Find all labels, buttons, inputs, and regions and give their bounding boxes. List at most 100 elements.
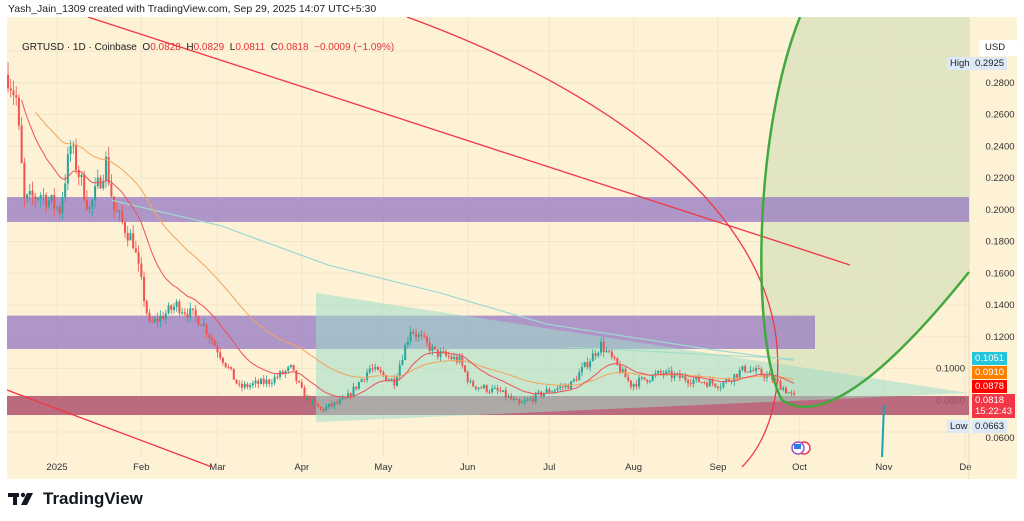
candle-body	[493, 387, 496, 389]
time-tick-label: 2025	[46, 462, 67, 473]
candle-body	[741, 366, 744, 371]
time-tick-label: Oct	[792, 462, 807, 473]
candle-body	[760, 368, 763, 375]
low-value: 0.0811	[235, 42, 266, 53]
candle-body	[110, 183, 113, 197]
change-value: −0.0009 (−1.09%)	[314, 42, 395, 53]
candle-body	[72, 145, 75, 147]
candle-body	[507, 396, 510, 398]
candle-body	[308, 396, 311, 405]
candle-body	[480, 387, 483, 389]
time-tick-label: Jul	[543, 462, 555, 473]
candle-body	[186, 313, 189, 318]
candle-body	[589, 361, 592, 368]
candle-body	[496, 387, 499, 391]
candle-body	[591, 353, 594, 362]
candle-body	[537, 391, 540, 393]
candle-body	[708, 380, 711, 387]
tradingview-logo[interactable]: TradingView	[8, 489, 143, 509]
candle-body	[235, 379, 238, 384]
flag-canton	[794, 444, 801, 449]
candle-body	[483, 385, 486, 389]
candle-body	[205, 324, 208, 335]
candle-body	[689, 383, 692, 385]
candle-body	[719, 387, 722, 389]
candle-body	[757, 368, 760, 370]
candle-body	[722, 382, 725, 388]
candle-body	[662, 372, 665, 375]
candle-body	[368, 368, 371, 373]
candle-body	[295, 370, 298, 381]
candle-body	[341, 398, 344, 400]
candle-body	[586, 361, 589, 368]
currency-button[interactable]: USD	[979, 40, 1017, 56]
candle-body	[306, 396, 309, 401]
price-tick-label: 0.1600	[985, 268, 1014, 279]
candle-body	[638, 377, 641, 387]
candle-body	[521, 402, 524, 404]
candle-body	[213, 340, 216, 346]
candle-body	[627, 377, 630, 381]
candle-body	[755, 368, 758, 371]
candle-body	[616, 357, 619, 365]
candle-body	[47, 200, 50, 208]
candle-body	[270, 383, 273, 385]
candle-body	[657, 370, 660, 374]
candle-body	[333, 402, 336, 407]
candle-body	[344, 398, 347, 400]
candle-body	[227, 366, 230, 368]
symbol-name[interactable]: GRTUSD · 1D · Coinbase	[22, 42, 137, 53]
candle-body	[42, 195, 45, 197]
candle-body	[640, 377, 643, 379]
candle-body	[192, 308, 194, 310]
candle-body	[194, 309, 197, 317]
time-tick-label: Jun	[460, 462, 475, 473]
chart-frame[interactable]: 0.06000.08000.10000.12000.14000.16000.18…	[7, 17, 1017, 479]
candle-body	[376, 366, 379, 370]
bar-countdown: 15:22:43	[975, 406, 1012, 417]
candle-body	[36, 198, 39, 200]
candle-body	[646, 379, 649, 382]
candle-body	[749, 370, 752, 373]
candle-body	[7, 74, 10, 89]
candle-body	[61, 197, 64, 214]
candle-body	[434, 346, 437, 350]
candle-body	[338, 399, 341, 404]
candle-body	[564, 384, 567, 388]
candle-body	[85, 200, 88, 209]
candle-body	[126, 232, 129, 241]
candle-body	[322, 408, 325, 411]
ma20-price-tag: 0.0878	[972, 380, 1008, 393]
ma-20-line	[21, 99, 795, 398]
candle-body	[580, 366, 583, 373]
candle-body	[455, 356, 458, 363]
candle-body	[752, 370, 755, 372]
candle-body	[216, 345, 219, 353]
candle-body	[140, 263, 143, 277]
candle-body	[83, 174, 86, 201]
candle-body	[621, 368, 624, 373]
candle-body	[325, 406, 328, 411]
candle-body	[178, 301, 181, 314]
candle-body	[148, 312, 151, 321]
ma200-price-tag: 0.1051	[972, 352, 1008, 365]
candle-body	[167, 305, 170, 314]
candle-body	[597, 352, 600, 356]
candle-body	[382, 372, 385, 376]
price-tick-label: 0.1000	[936, 364, 965, 375]
candle-body	[491, 388, 494, 392]
candle-body	[121, 211, 124, 223]
candle-body	[787, 392, 790, 394]
price-tick-label: 0.2400	[985, 141, 1014, 152]
candle-body	[635, 383, 638, 387]
candle-body	[66, 154, 69, 184]
candle-body	[526, 399, 529, 401]
time-tick-label: Apr	[294, 462, 309, 473]
candle-body	[567, 384, 570, 389]
candle-body	[572, 379, 575, 382]
price-chart[interactable]: 0.06000.08000.10000.12000.14000.16000.18…	[7, 17, 1017, 479]
candle-body	[561, 386, 564, 388]
ma50-price-tag: 0.0910	[972, 366, 1008, 379]
candle-body	[420, 334, 423, 336]
candle-body	[355, 386, 358, 389]
